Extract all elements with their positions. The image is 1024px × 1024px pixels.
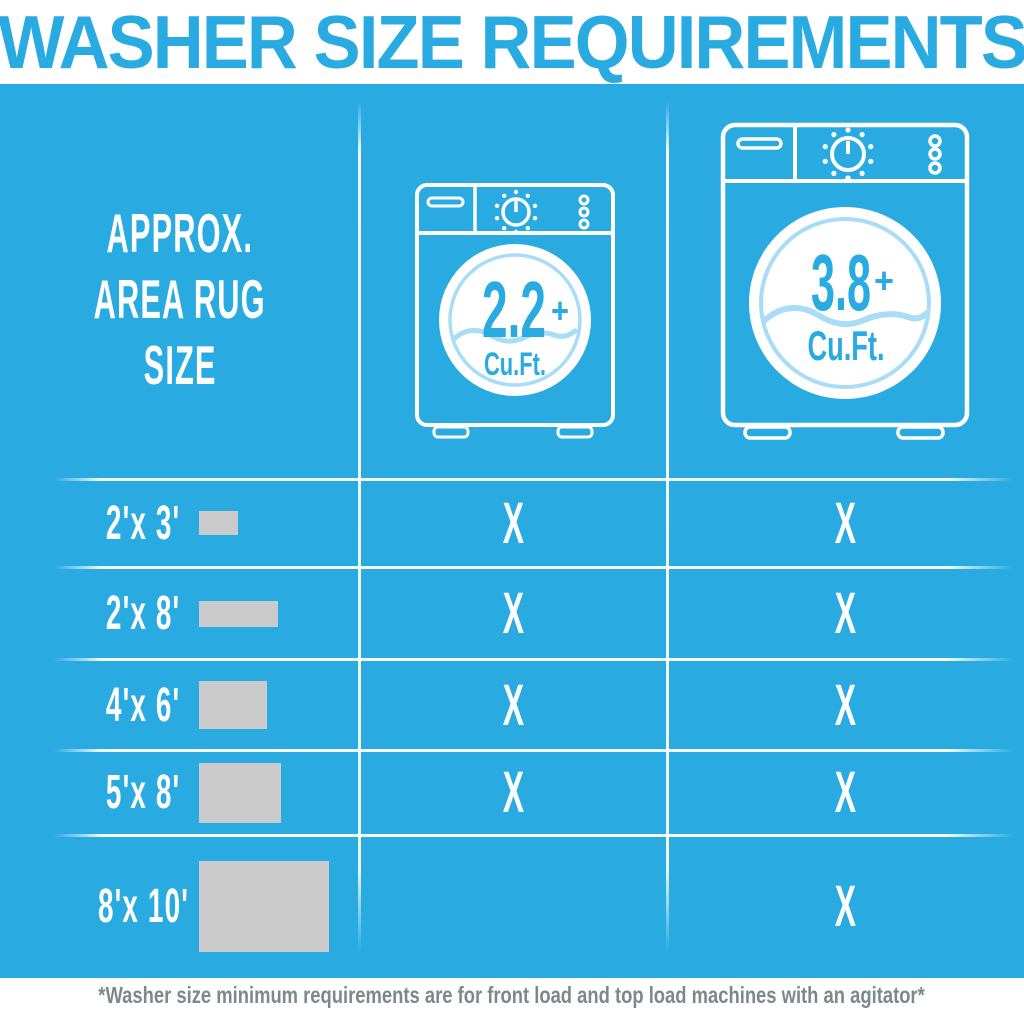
- row-divider-4: [54, 749, 1014, 752]
- x-mark: X: [502, 490, 524, 556]
- x-mark: X: [834, 581, 857, 646]
- table-row: 5'x 8' X X: [0, 750, 1024, 835]
- fits-small-washer-cell: X: [358, 750, 668, 835]
- table-row: 4'x 6' X X: [0, 660, 1024, 750]
- rug-size-label: 5'x 8': [105, 766, 181, 819]
- dial-icon: [822, 127, 874, 181]
- water-wave: [451, 328, 578, 344]
- buttons-icon: [578, 194, 590, 230]
- column-divider-1: [358, 102, 361, 952]
- fits-large-washer-cell: X: [667, 750, 1024, 835]
- rug-swatch: [199, 660, 267, 750]
- heading-line-3: SIZE: [143, 334, 217, 396]
- capacity-unit: Cu.Ft.: [484, 346, 546, 382]
- capacity-value: 2.2: [482, 265, 546, 354]
- rug-swatch: [199, 567, 278, 660]
- dial-icon: [494, 189, 538, 235]
- fits-large-washer-cell: X: [667, 567, 1024, 660]
- x-mark: X: [502, 672, 524, 738]
- x-mark: X: [502, 760, 524, 825]
- capacity-unit: Cu.Ft.: [808, 322, 885, 369]
- x-mark: X: [834, 672, 857, 738]
- row-divider-2: [54, 566, 1014, 569]
- capacity-value: 3.8: [811, 238, 871, 327]
- small-washer-icon: 2.2 + Cu.Ft.: [415, 183, 615, 439]
- fits-large-washer-cell: X: [667, 835, 1024, 978]
- page-title: WASHER SIZE REQUIREMENTS: [0, 0, 1024, 84]
- rug-swatch: [199, 479, 238, 567]
- x-mark: X: [834, 874, 857, 939]
- water-wave: [761, 305, 930, 328]
- buttons-icon: [928, 134, 942, 175]
- rug-swatch: [199, 750, 281, 835]
- fits-large-washer-cell: X: [667, 479, 1024, 567]
- washer-feet: [432, 425, 594, 439]
- table-row: 2'x 3' X X: [0, 479, 1024, 567]
- x-mark: X: [834, 490, 857, 556]
- fits-large-washer-cell: X: [667, 660, 1024, 750]
- heading-line-1: APPROX.: [106, 202, 254, 264]
- fits-small-washer-cell: X: [358, 660, 668, 750]
- detergent-drawer-icon: [426, 196, 465, 208]
- row-divider-1: [54, 478, 1014, 481]
- row-divider-3: [54, 658, 1014, 661]
- door-window: [439, 244, 591, 396]
- table-row: 2'x 8' X X: [0, 567, 1024, 660]
- rug-size-label: 2'x 8': [105, 587, 181, 640]
- x-mark: X: [834, 760, 857, 825]
- detergent-drawer-icon: [736, 137, 783, 150]
- column-divider-2: [666, 102, 669, 952]
- large-washer-icon: 3.8 + Cu.Ft.: [720, 122, 970, 440]
- rug-size-label: 2'x 3': [105, 496, 181, 550]
- rug-size-label: 8'x 10': [97, 880, 189, 933]
- row-divider-5: [54, 834, 1014, 837]
- capacity-plus: +: [874, 260, 894, 301]
- table-row: 8'x 10' X: [0, 835, 1024, 978]
- rug-swatch: [199, 835, 329, 978]
- fits-small-washer-cell: [358, 835, 668, 978]
- heading-line-2: AREA RUG: [93, 268, 267, 330]
- door-window: [749, 207, 941, 399]
- washer-body-outline: [720, 122, 970, 428]
- title-band: WASHER SIZE REQUIREMENTS: [0, 0, 1024, 84]
- fits-small-washer-cell: X: [358, 567, 668, 660]
- footnote: *Washer size minimum requirements are fo…: [98, 982, 926, 1008]
- rug-size-label: 4'x 6': [105, 678, 181, 732]
- x-mark: X: [502, 581, 524, 646]
- rug-size-column-heading: APPROX. AREA RUG SIZE: [0, 200, 360, 398]
- fits-small-washer-cell: X: [358, 479, 668, 567]
- capacity-plus: +: [551, 290, 569, 331]
- footnote-band: *Washer size minimum requirements are fo…: [0, 978, 1024, 1024]
- washer-feet: [743, 425, 945, 440]
